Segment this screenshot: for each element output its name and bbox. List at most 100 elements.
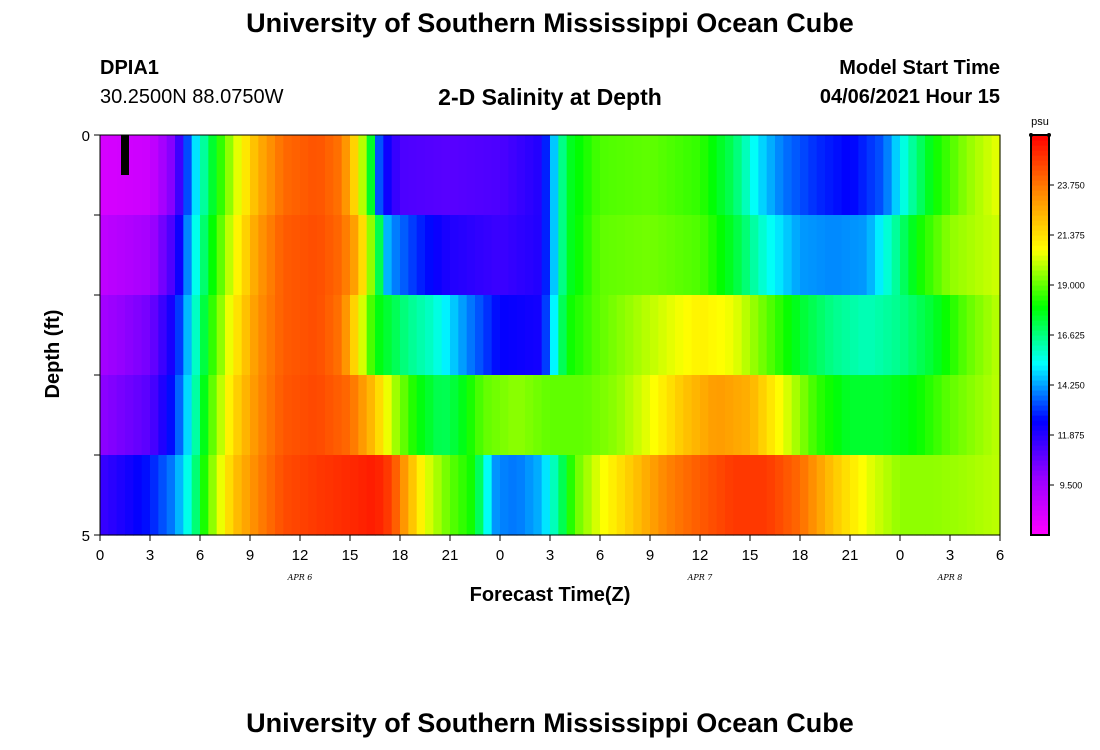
heatmap-cell [975, 295, 984, 376]
heatmap-cell [516, 215, 526, 296]
colorbar-corner [1047, 133, 1051, 137]
x-tick-label: 3 [546, 547, 554, 564]
heatmap-cell [525, 295, 534, 376]
heatmap-cell [900, 215, 909, 296]
heatmap-cell [900, 295, 909, 376]
heatmap-cell [800, 455, 809, 536]
heatmap-cell [150, 455, 159, 536]
heatmap-cell [958, 135, 968, 216]
heatmap-cell [766, 215, 776, 296]
heatmap-cell [358, 295, 368, 376]
x-tick-label: 6 [596, 547, 604, 564]
heatmap-cell [625, 375, 634, 456]
heatmap-cell [533, 455, 543, 536]
heatmap-cell [866, 215, 876, 296]
heatmap-cell [341, 135, 351, 216]
heatmap-cell [400, 375, 409, 456]
heatmap-cell [916, 375, 926, 456]
heatmap-cell [558, 455, 568, 536]
heatmap-cell [200, 295, 209, 376]
heatmap-cell [158, 375, 168, 456]
heatmap-cell [658, 215, 668, 296]
heatmap-cell [583, 215, 593, 296]
heatmap-cell [633, 375, 643, 456]
colorbar-segment [1031, 250, 1049, 256]
heatmap-cell [991, 455, 1001, 536]
heatmap-cell [550, 135, 559, 216]
heatmap-cell [133, 295, 143, 376]
colorbar-segment [1031, 315, 1049, 321]
heatmap-cell [675, 215, 684, 296]
heatmap-cell [866, 375, 876, 456]
heatmap-cell [508, 455, 518, 536]
heatmap-cell [225, 455, 234, 536]
heatmap-cell [758, 455, 768, 536]
heatmap-cell [341, 455, 351, 536]
heatmap-cell [725, 295, 734, 376]
heatmap-cell [125, 295, 134, 376]
heatmap-cell [616, 295, 626, 376]
heatmap-cell [591, 295, 601, 376]
heatmap-cell [958, 215, 968, 296]
page-title: University of Southern Mississippi Ocean… [246, 8, 854, 38]
heatmap-cell [283, 375, 293, 456]
heatmap-cell [616, 215, 626, 296]
heatmap-cell [775, 215, 784, 296]
heatmap-cell [516, 135, 526, 216]
heatmap-cell [808, 455, 818, 536]
heatmap-cell [241, 215, 251, 296]
colorbar-tick-label: 19.000 [1057, 281, 1085, 291]
axes: 0 3 6 9 12 15 18 21 0 3 6 9 12 15 18 21 0 3 6 APR 6 APR 7 APR… [82, 128, 1005, 582]
colorbar-segment [1031, 430, 1049, 436]
heatmap-cell [583, 455, 593, 536]
colorbar-segment [1031, 515, 1049, 521]
heatmap-cell [283, 295, 293, 376]
heatmap-cell [175, 375, 184, 456]
heatmap-cell [175, 295, 184, 376]
heatmap-cell [766, 375, 776, 456]
heatmap-cell [866, 295, 876, 376]
heatmap-cell [408, 455, 418, 536]
heatmap-cell [875, 375, 884, 456]
x-tick-label: 9 [246, 547, 254, 564]
heatmap-cell [500, 295, 509, 376]
heatmap-cell [991, 375, 1001, 456]
heatmap-cell [266, 215, 276, 296]
heatmap-cell [466, 215, 476, 296]
heatmap-cell [141, 375, 151, 456]
heatmap-cell [325, 215, 334, 296]
colorbar-segment [1031, 180, 1049, 186]
heatmap-cell [433, 375, 443, 456]
heatmap-cell [283, 215, 293, 296]
heatmap-cell [950, 295, 959, 376]
footer-title: University of Southern Mississippi Ocean… [246, 708, 854, 738]
heatmap-cell [908, 215, 918, 296]
heatmap-cell [800, 215, 809, 296]
heatmap-cell [741, 455, 751, 536]
heatmap-cell [341, 295, 351, 376]
heatmap-cell [233, 135, 243, 216]
colorbar-segment [1031, 500, 1049, 506]
heatmap-cell [483, 215, 493, 296]
colorbar-segment [1031, 350, 1049, 356]
heatmap-cell [383, 295, 393, 376]
heatmap-cell [508, 215, 518, 296]
heatmap-cell [308, 375, 318, 456]
heatmap-cell [716, 375, 726, 456]
heatmap-cell [291, 455, 301, 536]
heatmap-cell [358, 135, 368, 216]
heatmap-cell [816, 135, 826, 216]
heatmap-cell [591, 455, 601, 536]
heatmap-cell [666, 135, 676, 216]
colorbar-segment [1031, 450, 1049, 456]
heatmap-cell [616, 135, 626, 216]
heatmap-cell [900, 135, 909, 216]
heatmap-cell [350, 135, 359, 216]
heatmap-cell [158, 135, 168, 216]
heatmap-cell [750, 375, 759, 456]
heatmap-cell [733, 135, 743, 216]
heatmap-cell [866, 135, 876, 216]
heatmap-cell [408, 135, 418, 216]
heatmap-cell [891, 375, 901, 456]
heatmap-cell [558, 135, 568, 216]
